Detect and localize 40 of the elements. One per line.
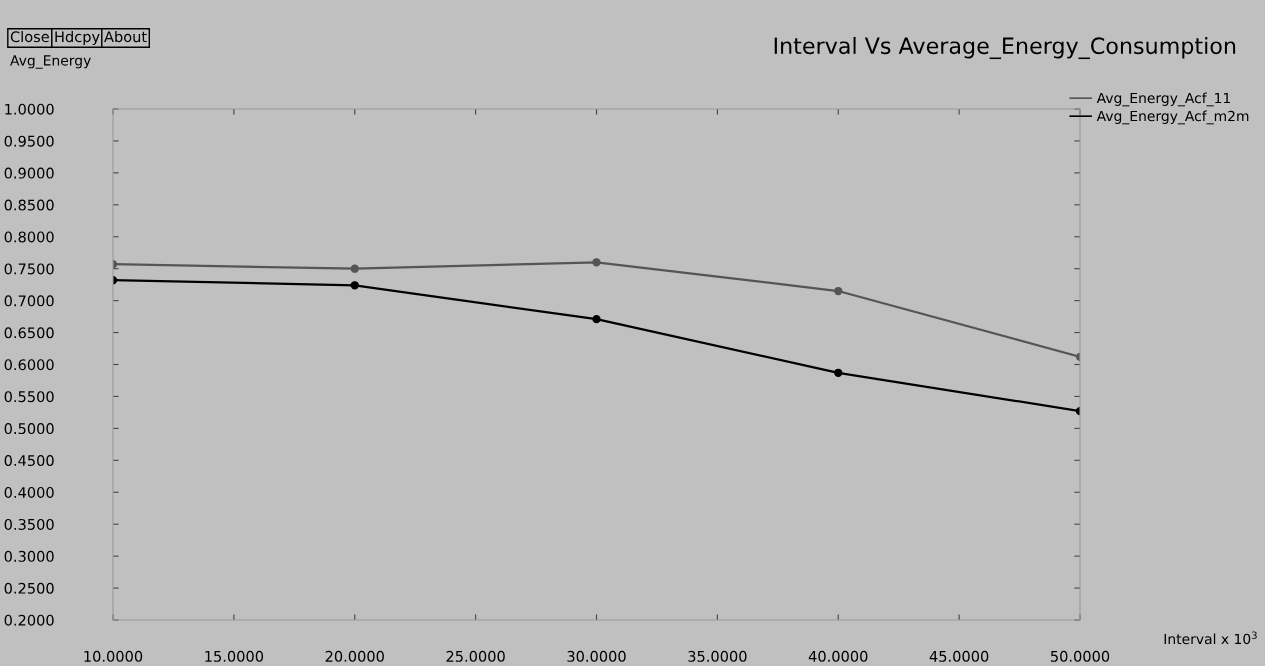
y-tick-label: 0.5500: [4, 391, 54, 403]
x-tick-label: 20.0000: [325, 650, 384, 662]
legend-label: Avg_Energy_Acf_m2m: [1096, 110, 1249, 125]
y-tick-label: 0.5000: [4, 423, 54, 435]
text: Hdcpy: [55, 30, 100, 46]
y-tick-label: 0.7000: [4, 295, 54, 307]
y-tick-label: 0.9500: [4, 135, 54, 147]
x-tick-label: 45.0000: [929, 650, 989, 662]
x-tick-label: 40.0000: [808, 650, 868, 662]
y-tick-label: 0.8000: [4, 231, 54, 243]
y-tick-label: 0.8500: [4, 199, 54, 211]
point: [834, 286, 843, 296]
text: Close: [10, 30, 49, 43]
y-tick-label: 0.6000: [4, 359, 54, 371]
x-tick-label: 25.0000: [446, 650, 505, 662]
x-tick-label: 15.0000: [205, 650, 264, 662]
x-tick-label: 30.0000: [567, 650, 626, 662]
y-tick-label: 0.2000: [4, 614, 54, 626]
y-axis-title: Avg_Energy: [10, 55, 91, 69]
y-tick-label: 0.7500: [4, 263, 54, 275]
chart-title: Interval Vs Average_Energy_Consumption: [774, 36, 1236, 60]
point: [592, 258, 601, 267]
point: [834, 368, 843, 377]
y-tick-label: 0.2500: [4, 582, 54, 594]
y-tick-label: 0.3000: [4, 550, 54, 562]
y-tick-label: 0.9000: [4, 167, 54, 179]
y-tick-label: 0.6500: [4, 327, 54, 339]
point: [592, 314, 601, 324]
y-tick-label: 0.4000: [4, 486, 54, 498]
y-tick-label: 1.0000: [5, 103, 54, 115]
x-tick-label: 50.0000: [1050, 650, 1110, 662]
point: [350, 281, 359, 290]
y-tick-label: 0.3500: [4, 518, 54, 530]
x-tick-label: 10.0000: [84, 650, 143, 662]
point: [350, 264, 359, 273]
x-axis-title: Interval x 10$^{3}$: [1164, 631, 1257, 645]
y-tick-label: 0.4500: [4, 455, 54, 467]
x-tick-label: 35.0000: [688, 650, 747, 662]
text: About: [104, 30, 147, 43]
legend-label: Avg_Energy_Acf_11: [1096, 92, 1230, 107]
